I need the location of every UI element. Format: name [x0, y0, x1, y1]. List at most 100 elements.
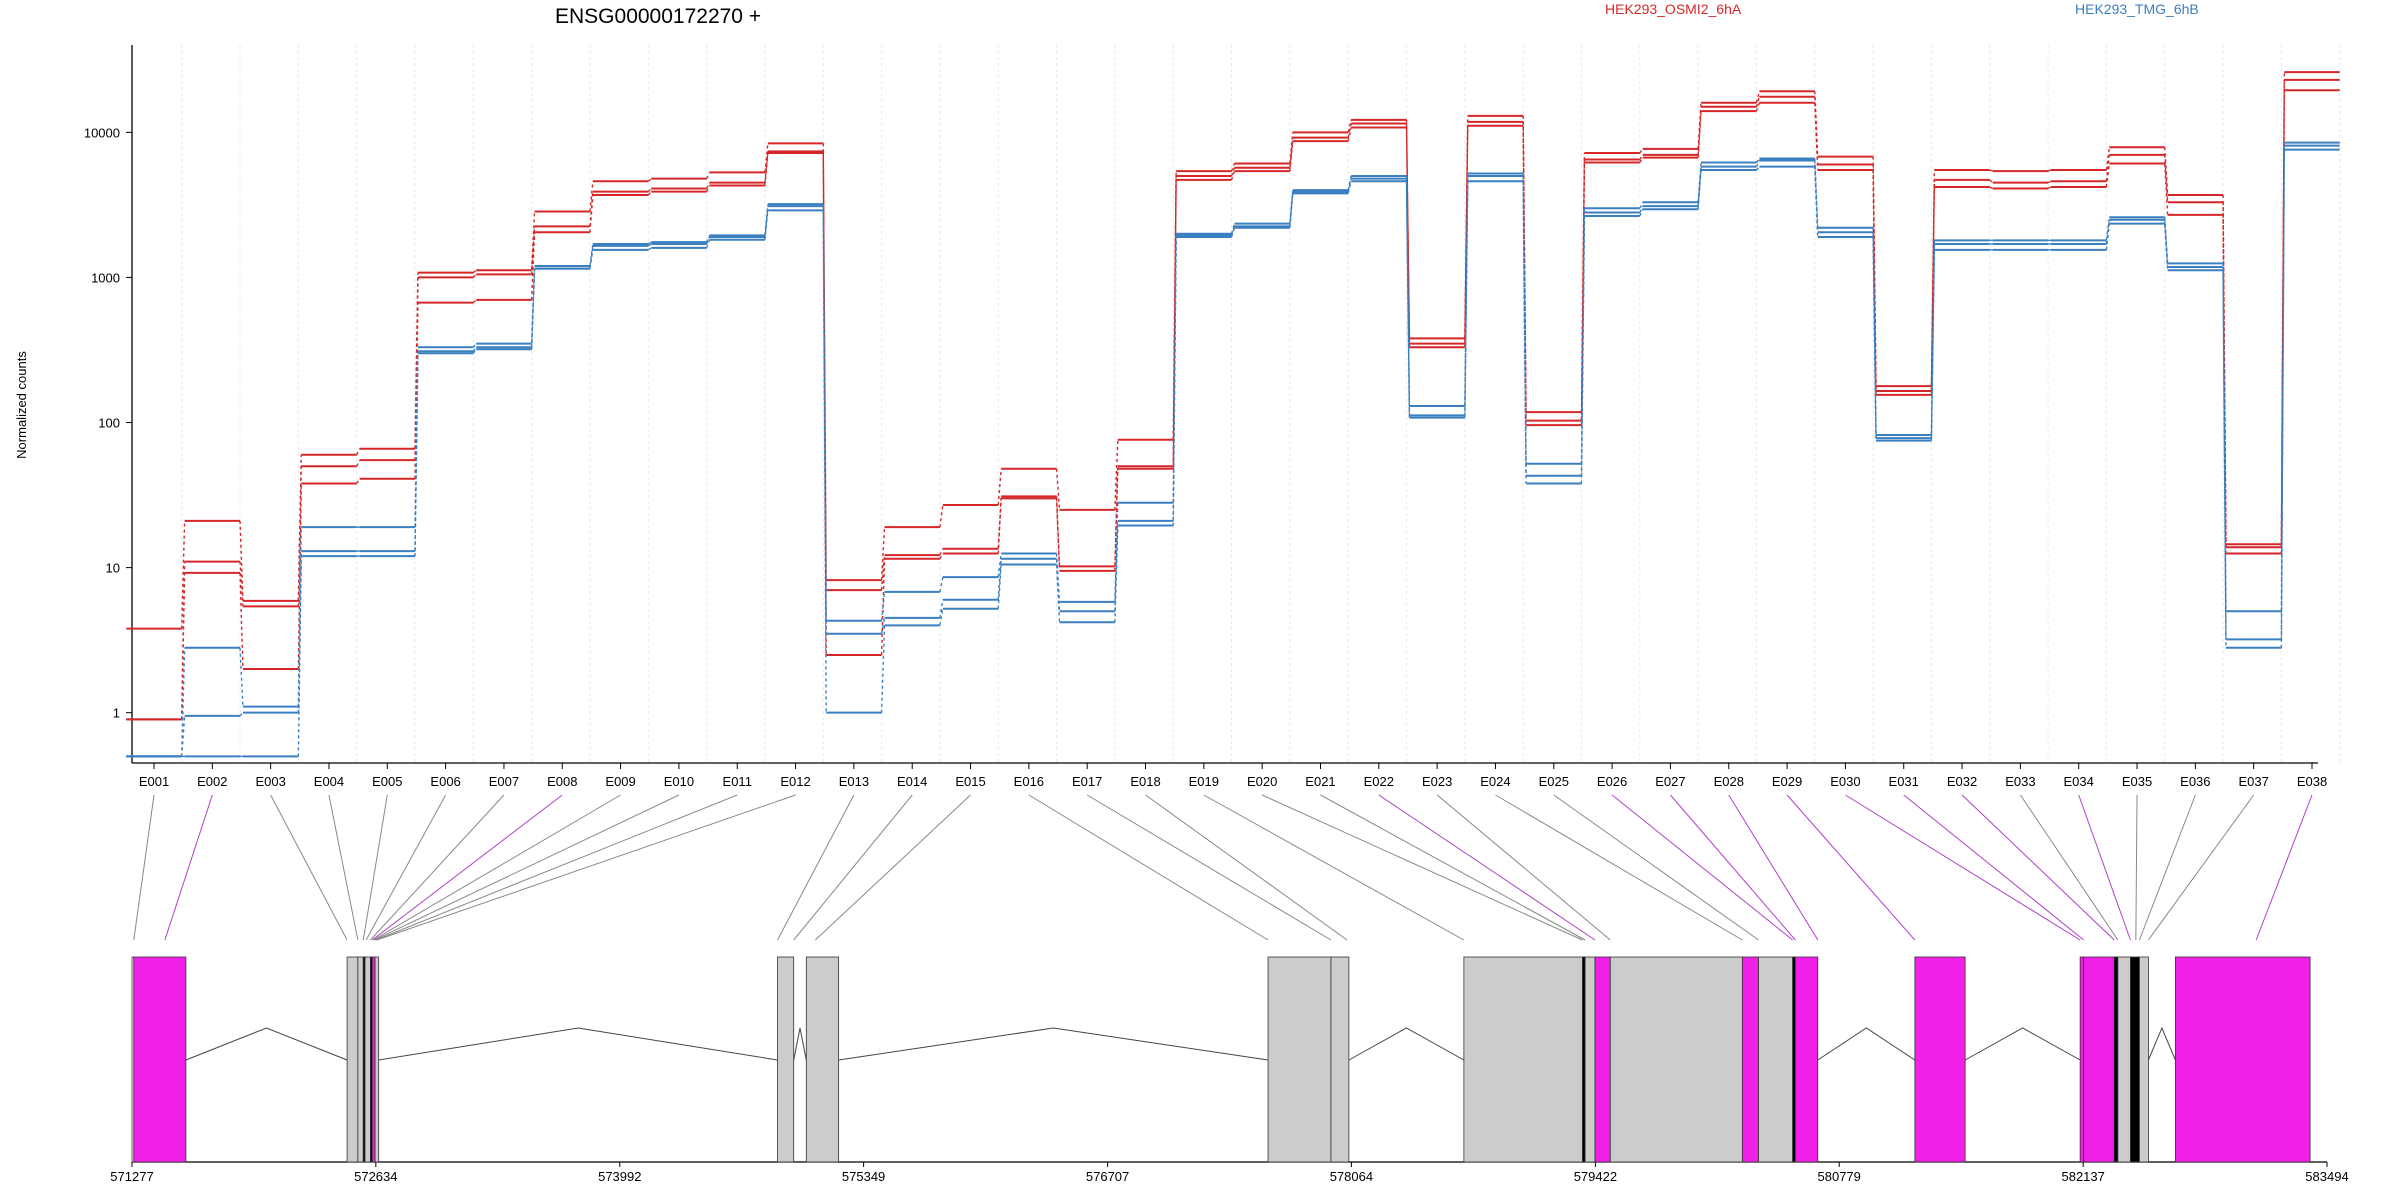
- x-tick-label: E020: [1247, 774, 1277, 789]
- series-connector: [239, 572, 244, 670]
- exon-connector: [1378, 794, 1596, 941]
- series-connector: [297, 551, 302, 713]
- series-connector: [589, 243, 594, 267]
- series-connector: [1172, 236, 1177, 526]
- series-connector: [764, 151, 769, 183]
- exon-connector: [777, 794, 855, 941]
- series-connector: [880, 625, 886, 713]
- series-connector: [764, 143, 769, 173]
- x-tick-label: E024: [1480, 774, 1510, 789]
- series-connector: [1522, 181, 1527, 484]
- y-tick-label: 1000: [91, 270, 120, 285]
- exon-block: [777, 956, 795, 1163]
- x-tick-label: E009: [605, 774, 635, 789]
- x-tick-label: E032: [1947, 774, 1977, 789]
- gene-model: 571277 572634 573992 575349 576707 578064 5794…: [110, 956, 2349, 1184]
- series-connector: [472, 299, 477, 304]
- exon-connector: [1553, 794, 1759, 941]
- x-tick-label: E018: [1130, 774, 1160, 789]
- series-connector: [2164, 154, 2169, 203]
- series-connector: [1872, 170, 1877, 395]
- coordinate-label: 578064: [1330, 1169, 1373, 1184]
- series-connector: [1289, 141, 1294, 172]
- coordinate-label: 571277: [110, 1169, 153, 1184]
- series-connector: [1639, 205, 1644, 213]
- series-connector: [472, 346, 477, 352]
- series-connector: [1755, 102, 1761, 112]
- series-connector: [2280, 149, 2285, 648]
- series-connector: [1230, 163, 1236, 172]
- exon-connector: [1145, 794, 1348, 941]
- series-connector: [1347, 127, 1352, 142]
- series-connector: [997, 468, 1002, 506]
- series-connector: [297, 466, 302, 607]
- series-connector: [414, 302, 419, 479]
- x-tick-label: E035: [2122, 774, 2152, 789]
- series-connector: [997, 564, 1002, 609]
- series-connector: [530, 211, 536, 271]
- exon-block: [2174, 956, 2311, 1163]
- exon-connector: [1728, 794, 1819, 941]
- x-tick-label: E001: [139, 774, 169, 789]
- series-connector: [1755, 166, 1760, 171]
- series-connector: [1930, 249, 1936, 441]
- series-connector: [997, 553, 1002, 578]
- series-connector: [239, 712, 244, 717]
- series-connector: [764, 204, 769, 236]
- series-connector: [939, 608, 944, 626]
- x-tick-label: E003: [255, 774, 285, 789]
- series-connector: [181, 647, 186, 757]
- exon-block: [2113, 956, 2119, 1163]
- series-connector: [1930, 243, 1936, 439]
- x-tick-label: E017: [1072, 774, 1102, 789]
- series-connector: [764, 210, 769, 240]
- series-connector: [1697, 111, 1702, 158]
- x-tick-label: E011: [723, 774, 752, 789]
- exon-block: [357, 956, 364, 1163]
- axes: 1 10 100 1000 10000 E001 E002 E003 E004 E005 E006 E…: [84, 45, 2327, 789]
- series-connector: [2047, 186, 2052, 190]
- series-replicate: [126, 144, 2340, 758]
- series-connector: [1230, 226, 1236, 236]
- series-connector: [880, 591, 886, 621]
- exon-block: [805, 956, 840, 1163]
- x-tick-label: E005: [372, 774, 402, 789]
- exon-connector: [1495, 794, 1743, 941]
- x-tick-label: E015: [955, 774, 985, 789]
- exon-block: [2117, 956, 2131, 1163]
- series-connector: [647, 191, 652, 196]
- y-tick-label: 100: [98, 416, 120, 431]
- x-tick-label: E016: [1014, 774, 1044, 789]
- series-connector: [705, 236, 711, 245]
- intron-line: [1964, 1027, 2081, 1061]
- series-connector: [705, 185, 711, 192]
- series-connector: [2164, 219, 2169, 268]
- exon-connector: [1203, 794, 1465, 941]
- series-connector: [1230, 223, 1236, 234]
- series-connector: [2105, 154, 2111, 182]
- x-tick-label: E006: [430, 774, 460, 789]
- exon-connector: [370, 794, 505, 941]
- exon-connector: [362, 794, 388, 941]
- series-connector: [1814, 102, 1819, 171]
- series-connector: [880, 617, 886, 634]
- y-axis-label: Normalized counts: [14, 351, 29, 459]
- x-tick-label: E033: [2005, 774, 2035, 789]
- intron-line: [838, 1027, 1269, 1061]
- series-connector: [1639, 148, 1644, 154]
- series-connector: [939, 504, 944, 528]
- series-connector: [1755, 160, 1761, 167]
- series-connector: [1989, 179, 1994, 184]
- series-connector: [1989, 169, 1993, 172]
- series-connector: [2164, 223, 2169, 271]
- series-connector: [1114, 525, 1119, 623]
- x-tick-label: E010: [664, 774, 694, 789]
- x-tick-label: E019: [1189, 774, 1219, 789]
- series-connector: [356, 459, 361, 467]
- coordinate-label: 579422: [1574, 1169, 1617, 1184]
- exon-connector: [1086, 794, 1332, 941]
- series-replicate: [126, 89, 2340, 721]
- legend-series-1: HEK293_TMG_6hB: [2075, 1, 2199, 17]
- exon-connector: [1670, 794, 1796, 941]
